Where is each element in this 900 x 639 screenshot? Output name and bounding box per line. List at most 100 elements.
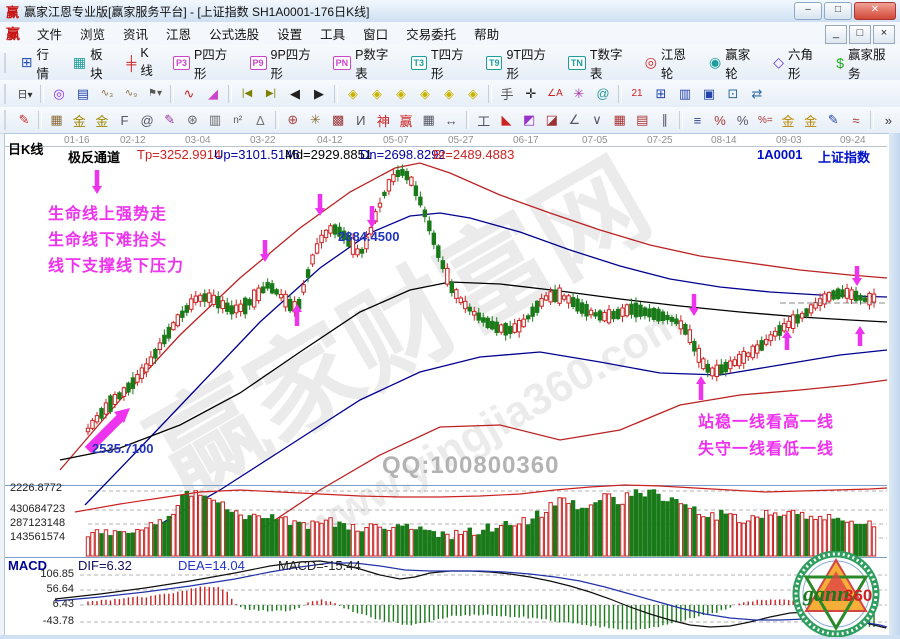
angle-measure-tool[interactable]: ∠A [547, 88, 563, 99]
red-pen-tool[interactable]: ✎ [18, 112, 30, 127]
calendar-21-icon[interactable]: 21 [631, 88, 643, 99]
toolbar-handle [4, 110, 10, 130]
toolbar-button-kline[interactable]: ╪ K线 [126, 46, 159, 79]
spiral-ruler-tool[interactable]: @ [140, 112, 154, 128]
angle-ruler-tool[interactable]: ∆ [256, 112, 265, 128]
flag-dropdown[interactable]: ⚑▾ [148, 88, 162, 99]
minimize-button[interactable]: – [794, 2, 822, 20]
toolbar-button-sectors[interactable]: ▦ 板块 [73, 44, 113, 82]
menu-item-5[interactable]: 公式选股 [209, 27, 260, 42]
menu-item-7[interactable]: 工具 [320, 27, 346, 42]
close-button[interactable]: ✕ [854, 2, 896, 20]
percent-zone-tool[interactable]: % [714, 112, 726, 128]
menu-item-4[interactable]: 江恩 [166, 27, 192, 42]
shen-tool[interactable]: 神 [376, 113, 390, 129]
percent-tool[interactable]: % [736, 112, 749, 128]
menu-item-2[interactable]: 浏览 [80, 27, 106, 42]
beam-tool[interactable]: 工 [477, 113, 491, 129]
grid-ruler-tool[interactable]: ▦ [50, 112, 63, 127]
menu-item-10[interactable]: 帮助 [474, 27, 500, 42]
menu-item-9[interactable]: 交易委托 [406, 27, 457, 42]
angle-pen-tool[interactable]: ✎ [164, 112, 176, 127]
more-tools[interactable]: » [884, 112, 893, 128]
square-web-tool[interactable]: ▩ [331, 112, 345, 127]
hook-tool[interactable]: И [356, 112, 366, 128]
diamond-left-button[interactable]: ◈ [348, 85, 358, 101]
calculator-icon[interactable]: ⊞ [655, 85, 667, 101]
band-tool[interactable]: ≈ [852, 112, 860, 128]
export-data-icon[interactable]: ⇄ [751, 85, 763, 101]
crosshair-tool[interactable]: ✛ [525, 85, 537, 101]
wheel-ruler-tool[interactable]: ⊛ [186, 112, 198, 127]
child-minimize-button[interactable]: _ [825, 25, 847, 44]
spiral-tool[interactable]: @ [596, 86, 610, 101]
angle-lines-tool[interactable]: ∠ [568, 112, 581, 127]
brush-tool[interactable]: ✎ [827, 112, 839, 127]
maximize-button[interactable]: □ [824, 2, 852, 20]
gold-line-tool[interactable]: 金 [804, 113, 818, 129]
wave-check-tool[interactable]: ∨ [592, 112, 602, 127]
diamond-right-button[interactable]: ◈ [372, 85, 382, 101]
flower-grid-tool[interactable]: ✳ [310, 112, 321, 127]
toolbar-button-hexagon[interactable]: ◇ 六角形 [773, 44, 822, 82]
toolbar-button-winner-wheel[interactable]: ◉ 赢家轮 [709, 44, 759, 82]
period-day-dropdown[interactable]: 日▾ [17, 90, 33, 101]
compass-icon[interactable]: ◎ [53, 85, 65, 101]
next-bar-button[interactable]: ▶ [314, 85, 324, 101]
gann-flower-tool[interactable]: ✳ [573, 85, 585, 101]
menu-item-6[interactable]: 设置 [277, 27, 303, 42]
toolbar-button-p-square[interactable]: P3 P四方形 [172, 44, 236, 82]
parallel-lines-tool[interactable]: ∥ [661, 112, 669, 127]
trend-paint-icon[interactable]: ◢ [208, 85, 218, 101]
toolbar-button-t-square[interactable]: T3 T四方形 [410, 44, 472, 82]
info-doc-icon[interactable]: ▤ [76, 85, 90, 101]
export-image-icon[interactable]: ⊡ [727, 85, 739, 101]
red-grid-tool-1[interactable]: ▦ [613, 112, 626, 127]
save-icon[interactable]: ▣ [702, 85, 716, 101]
prev-bar-button[interactable]: ◀ [290, 85, 300, 101]
child-close-button[interactable]: × [873, 25, 895, 44]
menu-item-3[interactable]: 资讯 [123, 27, 149, 42]
gold-grid-tool-2[interactable]: 金 [95, 113, 109, 129]
grid-123-tool[interactable]: ▦ [422, 112, 435, 127]
diamond-compress-button[interactable]: ◈ [420, 85, 430, 101]
f-ruler-tool[interactable]: F [120, 112, 129, 128]
diamond-expand-button[interactable]: ◈ [396, 85, 406, 101]
width-measure-tool[interactable]: ↔ [444, 112, 458, 128]
scale-ruler-tool[interactable]: ≡ [693, 112, 702, 128]
toolbar-button-winner-service[interactable]: $ 赢家服务 [836, 44, 894, 82]
diamond-move-button[interactable]: ◈ [468, 85, 478, 101]
notes-icon[interactable]: ▥ [678, 85, 692, 101]
wave-9-icon[interactable]: ∿₉ [124, 88, 138, 99]
hand-tool[interactable]: 手 [500, 87, 514, 102]
gold-grid-tool-1[interactable]: 金 [72, 113, 86, 129]
toolbar-button-p9-square[interactable]: P9 9P四方形 [249, 44, 319, 82]
n-squared-tool[interactable]: n² [233, 114, 243, 126]
first-bar-button[interactable]: |◀ [241, 88, 253, 99]
winner-wheel-label: 赢家轮 [725, 47, 751, 81]
menu-item-1[interactable]: 文件 [37, 27, 63, 42]
menu-item-8[interactable]: 窗口 [363, 27, 389, 42]
red-grid-tool-2[interactable]: ▤ [636, 112, 649, 127]
fan-square-tool-2[interactable]: ◪ [545, 112, 558, 127]
fan-lines-tool[interactable]: ◣ [501, 112, 512, 127]
circle-cross-tool[interactable]: ⊕ [287, 112, 299, 127]
toolbar-button-t9-square[interactable]: T9 9T四方形 [485, 44, 554, 82]
last-bar-button[interactable]: ▶| [265, 88, 277, 99]
toolbar-button-p-number-table[interactable]: PN P数字表 [332, 44, 397, 82]
toolbar-button-quotes[interactable]: ⊞ 行情 [21, 44, 59, 82]
wave-3-icon[interactable]: ∿₃ [100, 88, 114, 99]
ying-tool[interactable]: 赢 [399, 113, 413, 129]
symbol-code: 1A0001 [757, 147, 803, 162]
child-restore-button[interactable]: □ [849, 25, 871, 44]
gold-circle-tool[interactable]: 金 [781, 113, 795, 129]
comb-ruler-tool[interactable]: ▥ [208, 112, 222, 127]
percent-line-tool[interactable]: %= [757, 114, 773, 126]
toolbar-button-t-number-table[interactable]: TN T数字表 [567, 44, 631, 82]
toolbar-button-gann-wheel[interactable]: ◎ 江恩轮 [645, 44, 695, 82]
fractal-icon[interactable]: ∿ [183, 85, 195, 101]
fan-square-tool-1[interactable]: ◩ [522, 112, 536, 127]
diamond-cross-button[interactable]: ◈ [444, 85, 454, 101]
macd-lines [54, 560, 888, 629]
